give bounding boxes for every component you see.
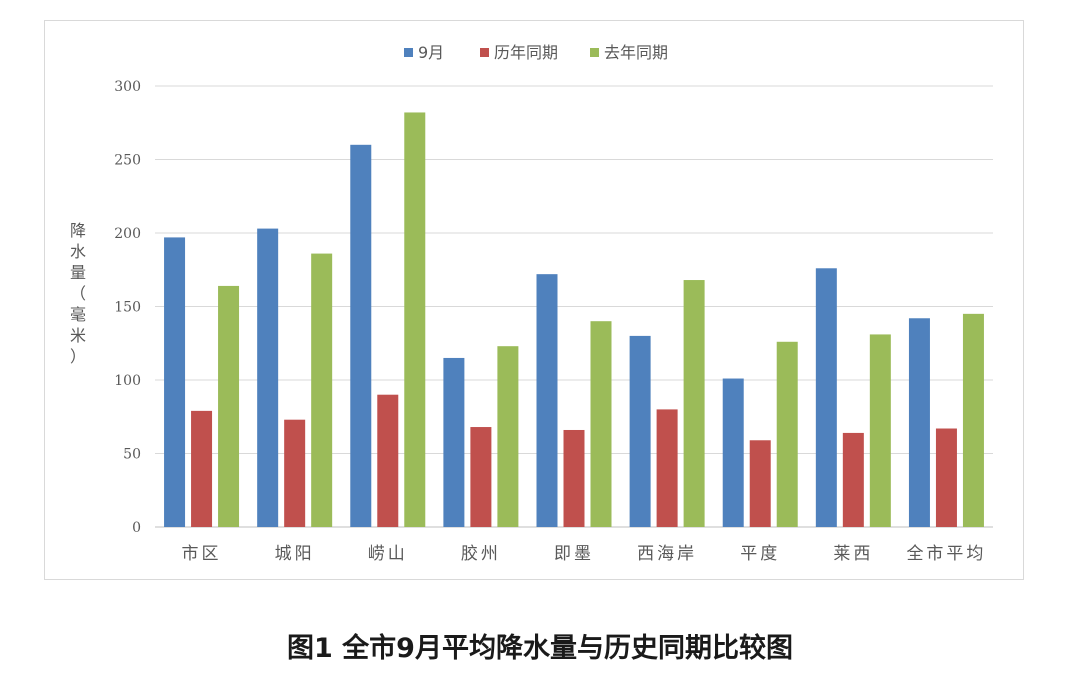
bar xyxy=(869,334,891,527)
bar xyxy=(629,335,651,527)
bar xyxy=(563,429,585,527)
bar xyxy=(311,253,333,527)
chart-caption: 图1 全市9月平均降水量与历史同期比较图 xyxy=(287,633,793,664)
legend-label: 历年同期 xyxy=(494,43,558,62)
legend-label: 去年同期 xyxy=(604,43,668,62)
x-tick-label: 全市平均 xyxy=(906,544,986,564)
bar xyxy=(962,313,984,527)
bar xyxy=(164,237,186,527)
x-tick-label: 市区 xyxy=(182,544,222,564)
bar xyxy=(218,285,240,527)
legend-swatch xyxy=(590,48,599,57)
y-tick-label: 300 xyxy=(114,79,141,95)
bar xyxy=(908,318,930,527)
x-tick-label: 城阳 xyxy=(275,544,315,564)
bar xyxy=(470,427,492,527)
y-tick-label: 50 xyxy=(123,447,141,463)
bar xyxy=(404,112,426,528)
y-axis-label: 降水量（毫米） xyxy=(70,221,86,366)
bar xyxy=(257,228,279,527)
bar xyxy=(536,274,558,527)
x-tick-label: 胶州 xyxy=(461,544,501,564)
x-tick-label: 崂山 xyxy=(368,544,408,564)
bar xyxy=(683,280,705,527)
bar xyxy=(815,268,837,527)
bar xyxy=(842,432,864,527)
y-tick-label: 250 xyxy=(114,153,141,169)
x-tick-label: 即墨 xyxy=(554,544,594,564)
bar xyxy=(350,144,372,528)
bar xyxy=(722,378,744,527)
y-tick-label: 150 xyxy=(114,300,141,316)
legend-swatch xyxy=(480,48,489,57)
x-tick-label: 西海岸 xyxy=(637,544,697,564)
bar xyxy=(377,394,399,527)
legend-label: 9月 xyxy=(418,43,444,62)
x-tick-label: 莱西 xyxy=(833,544,873,564)
bar-chart: 0 50 100 150 200 250 300 降水量（毫米） 市区 城阳 崂山 胶州 即墨 西海岸 平度… xyxy=(70,43,993,564)
y-tick-label: 200 xyxy=(114,226,141,242)
bar xyxy=(749,440,771,527)
bar xyxy=(284,419,306,527)
bar xyxy=(590,321,612,527)
y-tick-label: 0 xyxy=(132,520,141,536)
bar xyxy=(935,428,957,527)
bar xyxy=(443,357,465,527)
legend-swatch xyxy=(404,48,413,57)
x-tick-label: 平度 xyxy=(740,544,780,564)
bar xyxy=(776,341,798,527)
bar xyxy=(497,346,519,527)
bar xyxy=(656,409,678,527)
y-tick-label: 100 xyxy=(114,373,141,389)
bar xyxy=(191,410,213,527)
